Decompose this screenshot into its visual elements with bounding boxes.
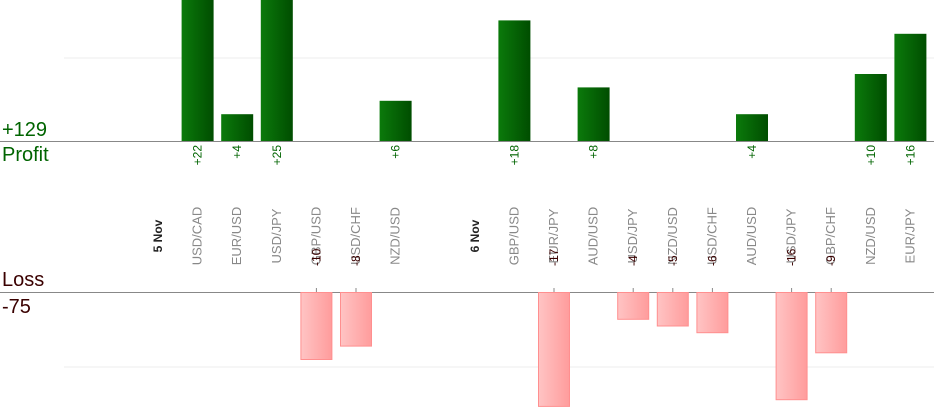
loss-value-label: -10 (309, 248, 323, 266)
loss-value-label: -17 (547, 248, 561, 266)
loss-value-label: -5 (666, 255, 680, 266)
date-label: 6 Nov (468, 219, 482, 252)
profit-value-label: +4 (745, 145, 759, 159)
loss-value-label: -16 (785, 248, 799, 266)
profit-bar (577, 87, 610, 141)
profit-bar (894, 33, 927, 141)
pair-label: EUR/JPY (546, 208, 561, 263)
profit-bar (181, 0, 214, 141)
profit-value-label: +22 (191, 145, 205, 166)
pair-label: EUR/JPY (902, 208, 917, 263)
profit-value-label: +16 (903, 145, 917, 166)
profit-value-label: +25 (270, 145, 284, 166)
profit-total: +129 (2, 119, 48, 141)
loss-bar (696, 292, 729, 334)
pair-label: AUD/USD (744, 207, 759, 266)
loss-label: Loss (2, 269, 45, 291)
pair-label: USD/JPY (784, 208, 799, 263)
loss-total: -75 (2, 296, 31, 318)
pair-label: USD/CHF (704, 207, 719, 265)
profit-bar (379, 100, 412, 141)
pair-label: USD/CAD (190, 207, 205, 266)
profit-value-label: +4 (230, 145, 244, 159)
loss-bar (656, 292, 689, 327)
pair-label: USD/CHF (348, 207, 363, 265)
pair-label: AUD/USD (586, 207, 601, 266)
loss-bar (538, 292, 570, 407)
loss-bar (340, 292, 372, 347)
pair-label: GBP/USD (506, 207, 521, 266)
pair-label: GBP/CHF (823, 207, 838, 265)
loss-bar (617, 292, 650, 320)
loss-bar (300, 292, 333, 360)
pair-label: NZD/USD (665, 207, 680, 265)
profit-value-label: +6 (389, 145, 403, 159)
pair-label: NZD/USD (863, 207, 878, 265)
profit-label: Profit (2, 144, 49, 166)
loss-bar (775, 292, 808, 401)
pair-label: GBP/USD (308, 207, 323, 266)
pair-label: USD/JPY (625, 208, 640, 263)
pair-label: EUR/USD (229, 207, 244, 266)
profit-bar (854, 74, 887, 141)
date-label: 5 Nov (151, 219, 165, 252)
profit-bar (498, 20, 531, 141)
profit-bar (736, 114, 768, 141)
loss-value-label: -6 (705, 255, 719, 266)
profit-bar (221, 114, 254, 141)
loss-value-label: -8 (349, 255, 363, 266)
loss-bar (815, 292, 848, 354)
pair-label: NZD/USD (388, 207, 403, 265)
pair-label: USD/JPY (269, 208, 284, 263)
profit-bar (260, 0, 293, 141)
loss-value-label: -9 (824, 255, 838, 266)
profit-value-label: +8 (587, 145, 601, 159)
profit-value-label: +10 (864, 145, 878, 166)
profit-value-label: +18 (507, 145, 521, 166)
loss-value-label: -4 (626, 255, 640, 266)
